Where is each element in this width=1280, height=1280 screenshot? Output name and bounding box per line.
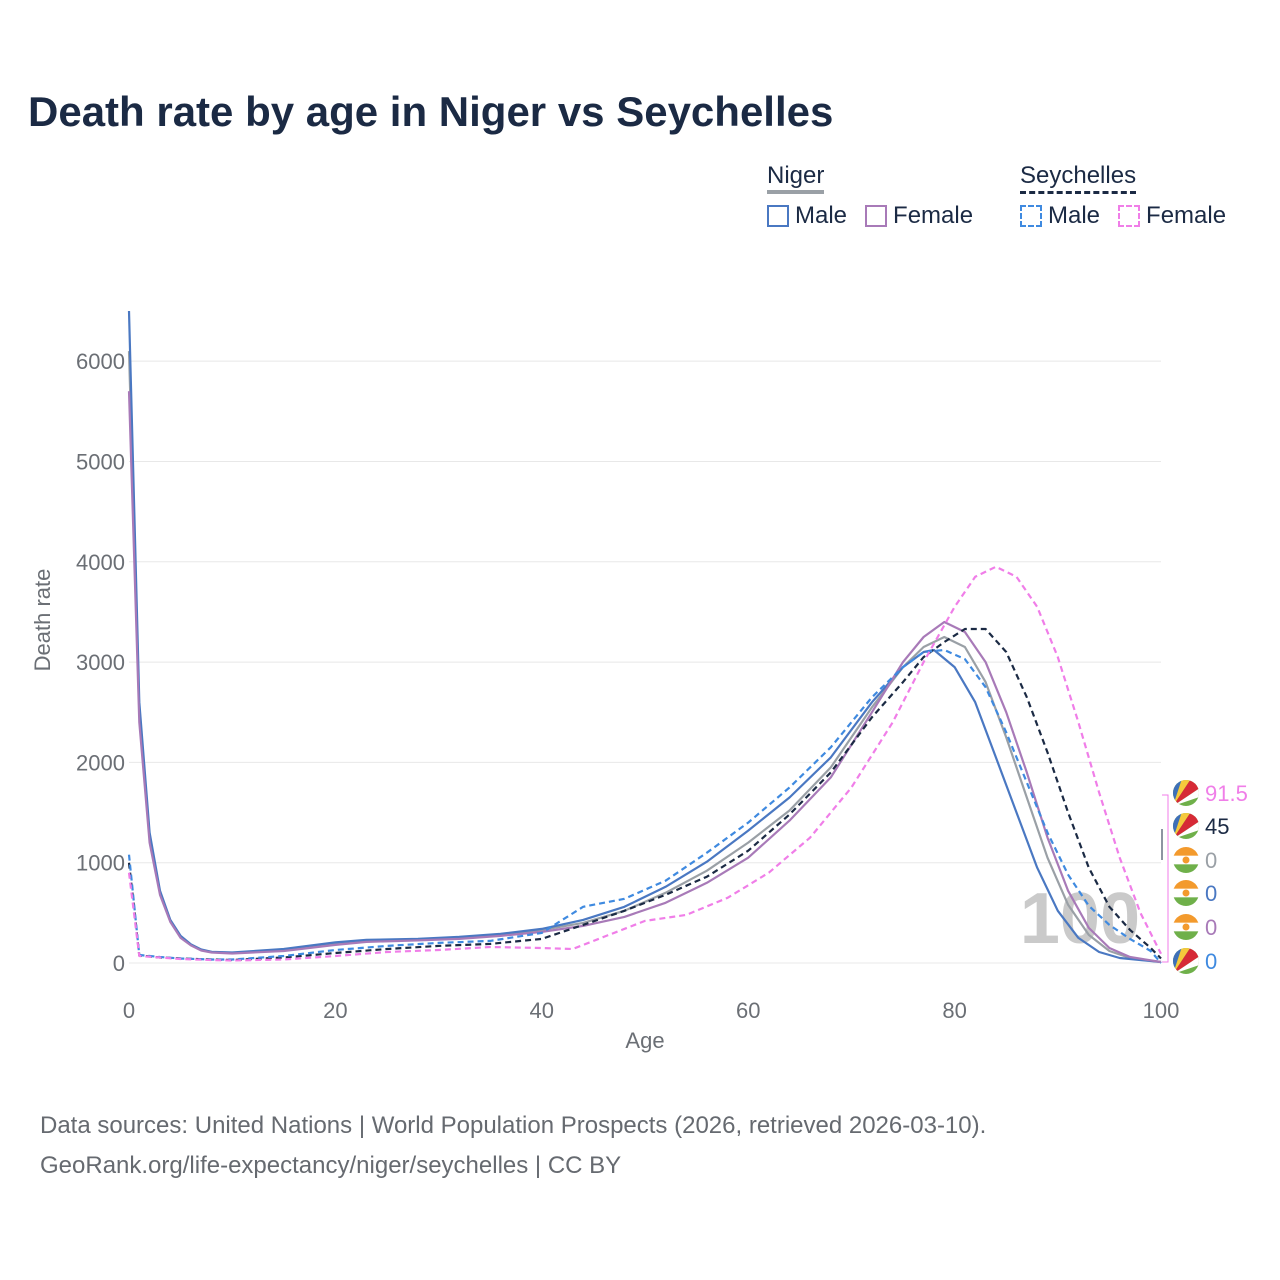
legend-seychelles-line-sample bbox=[1020, 191, 1137, 194]
y-tick-label: 0 bbox=[113, 951, 125, 976]
legend-label-seychelles-male: Male bbox=[1048, 202, 1101, 229]
chart-title: Death rate by age in Niger vs Seychelles bbox=[28, 88, 834, 135]
end-label-value: 45 bbox=[1205, 814, 1229, 839]
end-label: 0 bbox=[1173, 880, 1217, 906]
footer: Data sources: United Nations | World Pop… bbox=[40, 1106, 986, 1186]
legend-swatch-seychelles-male bbox=[1020, 205, 1042, 227]
end-label: 0 bbox=[1173, 948, 1217, 974]
legend-label-niger-female: Female bbox=[893, 202, 974, 229]
end-label-value: 0 bbox=[1205, 881, 1217, 906]
seychelles-flag-icon bbox=[1173, 948, 1199, 974]
legend-seychelles-label: Seychelles bbox=[1020, 162, 1137, 189]
footer-link[interactable]: GeoRank.org/life-expectancy/niger/seyche… bbox=[40, 1152, 622, 1179]
niger-flag-icon bbox=[1173, 880, 1199, 906]
y-tick-label: 2000 bbox=[76, 750, 125, 775]
end-label: 45 bbox=[1173, 813, 1229, 839]
legend-niger-header: Niger bbox=[767, 162, 825, 194]
legend-group-niger: Niger Male Female bbox=[767, 162, 973, 230]
x-tick-label: 0 bbox=[123, 998, 135, 1023]
series-line-seychelles-total[interactable] bbox=[127, 627, 1162, 962]
seychelles-flag-icon bbox=[1173, 813, 1199, 839]
end-label-value: 0 bbox=[1205, 949, 1217, 974]
x-tick-label: 80 bbox=[942, 998, 966, 1023]
legend-seychelles-header: Seychelles bbox=[1020, 162, 1137, 194]
legend-swatch-niger-female bbox=[865, 205, 888, 227]
x-tick-label: 20 bbox=[323, 998, 347, 1023]
y-axis-label: Death rate bbox=[30, 569, 55, 672]
series-line-seychelles-male[interactable] bbox=[127, 648, 1162, 964]
series-line-seychelles-female[interactable] bbox=[127, 565, 1162, 962]
x-tick-label: 100 bbox=[1143, 998, 1180, 1023]
legend-item-seychelles-female[interactable]: Female bbox=[1118, 202, 1226, 230]
legend-swatch-seychelles-female bbox=[1118, 205, 1141, 227]
legend-item-niger-female[interactable]: Female bbox=[865, 202, 973, 230]
niger-flag-icon bbox=[1173, 914, 1199, 940]
y-tick-label: 1000 bbox=[76, 851, 125, 876]
legend-niger-line-sample bbox=[767, 190, 825, 194]
series-line-niger-male[interactable] bbox=[127, 310, 1162, 964]
y-tick-label: 6000 bbox=[76, 349, 125, 374]
end-label-connector bbox=[1162, 794, 1169, 963]
x-tick-label: 40 bbox=[530, 998, 554, 1023]
legend-niger-label: Niger bbox=[767, 162, 825, 189]
legend-swatch-niger-male bbox=[767, 205, 789, 227]
y-tick-label: 4000 bbox=[76, 550, 125, 575]
legend-label-seychelles-female: Female bbox=[1146, 202, 1227, 229]
footer-source: Data sources: United Nations | World Pop… bbox=[40, 1112, 987, 1139]
series-line-niger-total[interactable] bbox=[127, 351, 1162, 964]
series-line-niger-female[interactable] bbox=[127, 391, 1162, 964]
x-tick-label: 60 bbox=[736, 998, 760, 1023]
x-axis-label: Age bbox=[625, 1028, 664, 1053]
end-label-value: 91.5 bbox=[1205, 781, 1248, 806]
legend-item-seychelles-male[interactable]: Male bbox=[1020, 202, 1100, 230]
legend-item-niger-male[interactable]: Male bbox=[767, 202, 847, 230]
end-label-value: 0 bbox=[1205, 848, 1217, 873]
seychelles-flag-icon bbox=[1173, 780, 1199, 806]
end-label: 0 bbox=[1173, 914, 1217, 940]
legend-label-niger-male: Male bbox=[795, 202, 848, 229]
niger-flag-icon bbox=[1173, 847, 1199, 873]
end-label: 0 bbox=[1173, 847, 1217, 873]
end-label: 91.5 bbox=[1173, 780, 1248, 806]
y-tick-label: 5000 bbox=[76, 449, 125, 474]
y-tick-label: 3000 bbox=[76, 650, 125, 675]
end-label-value: 0 bbox=[1205, 915, 1217, 940]
legend-group-seychelles: Seychelles Male Female bbox=[1020, 162, 1226, 230]
